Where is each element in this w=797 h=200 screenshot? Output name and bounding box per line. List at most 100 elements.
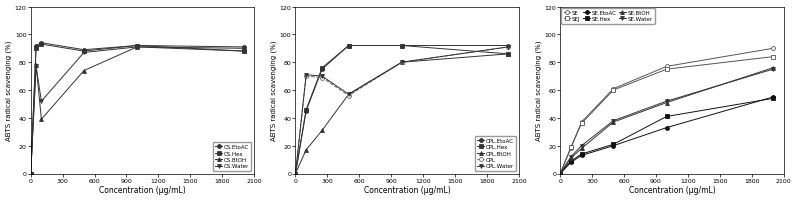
SE.Water [566,156,575,158]
X-axis label: Concentration (μg/mL): Concentration (μg/mL) [99,186,186,194]
SE [577,121,587,124]
CPL.EtoAC [397,45,406,47]
CPL [504,46,513,49]
SEJ [566,146,575,149]
SE.Hex [768,98,778,100]
SE.Hex [556,172,565,175]
Y-axis label: ABTS radical scavenging (%): ABTS radical scavenging (%) [270,41,277,141]
SE [662,66,671,68]
Y-axis label: ABTS radical scavenging (%): ABTS radical scavenging (%) [6,41,12,141]
Legend: CS.EtoAC, CS.Hex, CS.BtOH, CS.Water: CS.EtoAC, CS.Hex, CS.BtOH, CS.Water [214,142,251,171]
X-axis label: Concentration (μg/mL): Concentration (μg/mL) [629,186,715,194]
CPL [397,62,406,64]
CS.EtoAC [132,45,142,47]
CPL.Hex [301,109,311,111]
CS.BtOH [31,64,41,67]
SE.Hex [566,160,575,162]
CPL.Water [317,76,327,78]
CS.EtoAC [239,46,249,49]
CPL [344,95,353,97]
CPL.EtoAC [291,172,300,175]
CPL [291,172,300,175]
CPL.Water [301,74,311,77]
CS.BtOH [37,118,46,121]
CS.Hex [132,45,142,47]
CS.EtoAC [31,45,41,47]
SE.BtOH [662,102,671,104]
CPL.BtOH [344,94,353,96]
SE.EtoAC [566,161,575,164]
Line: CS.BtOH: CS.BtOH [29,46,245,176]
Line: SE: SE [558,47,775,176]
CPL.BtOH [504,53,513,56]
SE.EtoAC [662,127,671,129]
SE [609,88,618,90]
CPL.EtoAC [317,69,327,71]
Legend: CPL.EtoAC, CPL.Hex, CPL.BtOH, CPL, CPL.Water: CPL.EtoAC, CPL.Hex, CPL.BtOH, CPL, CPL.W… [475,136,516,171]
CS.BtOH [26,172,36,175]
SEJ [768,56,778,59]
CPL.Hex [504,53,513,56]
Line: CPL.Water: CPL.Water [293,46,510,176]
CPL.EtoAC [344,45,353,47]
Line: SE.Water: SE.Water [558,68,775,176]
SE [556,172,565,175]
SEJ [609,89,618,92]
Line: CPL: CPL [293,46,510,176]
Line: SEJ: SEJ [558,55,775,176]
CPL [317,77,327,79]
SE.Hex [577,153,587,155]
CPL.Hex [344,45,353,47]
Line: CS.EtoAC: CS.EtoAC [29,42,245,176]
CS.Water [132,46,142,49]
CPL.Water [344,94,353,96]
Y-axis label: ABTS radical scavenging (%): ABTS radical scavenging (%) [535,41,541,141]
SE.EtoAC [577,154,587,157]
CS.Hex [31,48,41,50]
CPL.EtoAC [301,110,311,113]
Line: CS.Hex: CS.Hex [29,43,245,176]
Line: SE.Hex: SE.Hex [558,97,775,176]
SE.Water [577,145,587,147]
CPL.BtOH [317,130,327,132]
CPL.BtOH [397,62,406,64]
CPL.BtOH [291,172,300,175]
CPL.EtoAC [504,45,513,47]
CS.BtOH [79,70,88,72]
Line: CPL.Hex: CPL.Hex [293,44,510,176]
CPL [301,76,311,78]
CS.Water [239,51,249,53]
CS.Water [79,52,88,54]
CS.Water [37,100,46,103]
CS.Water [26,172,36,175]
SE.BtOH [609,121,618,124]
CPL.Water [504,46,513,49]
SE [566,148,575,150]
SE.Hex [609,143,618,146]
CS.BtOH [132,46,142,49]
CPL.Hex [317,67,327,70]
SE.Water [556,172,565,175]
SE.Water [768,69,778,71]
CS.BtOH [239,48,249,50]
CS.Hex [79,51,88,53]
SE.BtOH [768,67,778,70]
CPL.BtOH [301,149,311,151]
CPL.Hex [397,45,406,47]
SE.BtOH [556,172,565,175]
Line: CPL.BtOH: CPL.BtOH [293,53,510,176]
SE.EtoAC [556,172,565,175]
CS.Hex [26,172,36,175]
CS.EtoAC [79,49,88,52]
SE.BtOH [566,157,575,160]
SE.Water [609,120,618,122]
X-axis label: Concentration (μg/mL): Concentration (μg/mL) [363,186,450,194]
Line: CS.Water: CS.Water [29,46,245,176]
CPL.Hex [291,172,300,175]
SE.BtOH [577,148,587,150]
Line: SE.BtOH: SE.BtOH [558,66,775,176]
SEJ [662,69,671,71]
Legend: SE, SEJ, SE.EtoAC, SE.Hex, SE.BtOH, SE.Water: SE, SEJ, SE.EtoAC, SE.Hex, SE.BtOH, SE.W… [561,9,654,24]
CS.Water [31,66,41,68]
SEJ [556,172,565,175]
